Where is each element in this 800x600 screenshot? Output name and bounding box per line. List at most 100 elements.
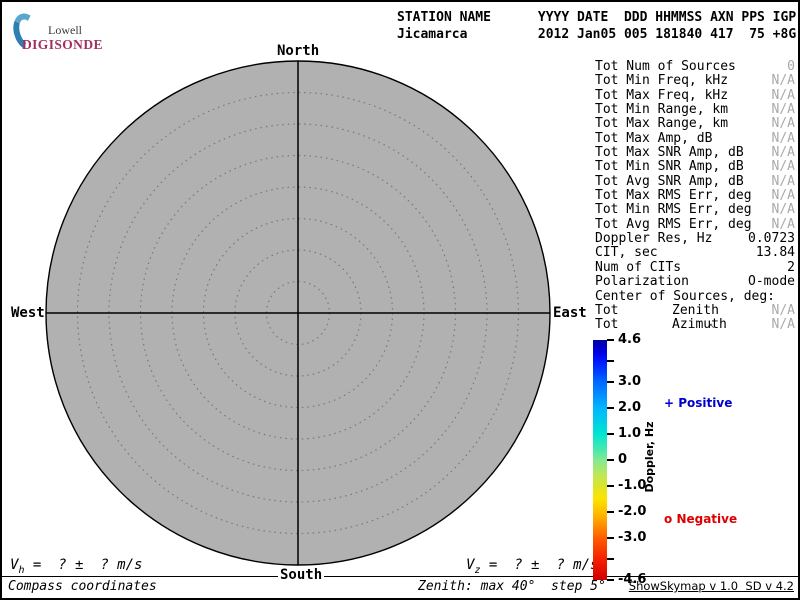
coordinate-system-label: Compass coordinates bbox=[8, 579, 157, 594]
stat-value: 2 bbox=[787, 259, 795, 275]
colorbar-tick-label: 3.0 bbox=[618, 373, 642, 389]
stat-label: Tot Max SNR Amp, dB bbox=[595, 145, 744, 161]
vh-subscript: h bbox=[18, 564, 25, 576]
stat-label: Tot Min RMS Err, deg bbox=[595, 202, 752, 218]
colorbar-tick-label: -2.0 bbox=[618, 504, 647, 520]
stats-row: Tot Max RMS Err, deg N/A bbox=[595, 188, 795, 204]
stat-label: Tot Max RMS Err, deg bbox=[595, 188, 752, 204]
colorbar-tick-label: 2.0 bbox=[618, 399, 642, 415]
stat-label: Tot bbox=[595, 302, 619, 318]
stats-row: Tot Zenith N/A bbox=[595, 302, 795, 318]
stat-value: N/A bbox=[771, 145, 795, 161]
stats-row: Tot Num of Sources 0 bbox=[595, 59, 795, 74]
stat-value: 0 bbox=[787, 59, 795, 74]
stats-row: Tot Avg RMS Err, deg N/A bbox=[595, 216, 795, 232]
mouse-cursor-icon: ↖ bbox=[709, 320, 716, 332]
colorbar-tick-label: -3.0 bbox=[618, 530, 647, 546]
vh-symbol: V bbox=[10, 557, 19, 573]
colorbar-tick bbox=[607, 579, 614, 581]
stat-value: N/A bbox=[771, 216, 795, 232]
circle-marker-icon: o bbox=[664, 512, 673, 526]
logo-lowell-text: Lowell bbox=[48, 23, 82, 37]
vz-subscript: z bbox=[474, 564, 481, 576]
stat-value: N/A bbox=[771, 87, 795, 103]
stat-value: N/A bbox=[771, 188, 795, 204]
stat-label: Tot Num of Sources bbox=[595, 59, 736, 74]
stat-mid-label: Zenith bbox=[672, 302, 719, 318]
stat-value: 0.0723 bbox=[748, 231, 795, 247]
stat-label: CIT, sec bbox=[595, 245, 658, 261]
plus-marker-icon: + bbox=[664, 396, 675, 410]
stat-label: Tot Avg SNR Amp, dB bbox=[595, 173, 744, 189]
stat-label: Tot Max Range, km bbox=[595, 116, 729, 132]
stat-label: Tot Min Range, km bbox=[595, 102, 729, 118]
stats-row: Num of CITs 2 bbox=[595, 259, 795, 275]
stat-label: Tot Min SNR Amp, dB bbox=[595, 159, 744, 175]
stats-row: Tot Max Amp, dB N/A bbox=[595, 130, 795, 146]
stats-row: Tot Max Freq, kHz N/A bbox=[595, 87, 795, 103]
legend-positive-label: Positive bbox=[678, 396, 733, 410]
colorbar-gradient bbox=[593, 340, 607, 580]
stats-row: Tot Max Range, km N/A bbox=[595, 116, 795, 132]
stats-row: Tot Max SNR Amp, dB N/A bbox=[595, 145, 795, 161]
vh-value: = ? ± ? m/s bbox=[24, 557, 143, 573]
stat-label: Tot Avg RMS Err, deg bbox=[595, 216, 752, 232]
colorbar-tick bbox=[607, 558, 614, 561]
station-header-columns: STATION NAME YYYY DATE DDD HHMMSS AXN PP… bbox=[397, 10, 797, 25]
stats-row: Tot Avg SNR Amp, dB N/A bbox=[595, 173, 795, 189]
vz-value: = ? ± ? m/s bbox=[480, 557, 599, 573]
station-header-values: Jicamarca 2012 Jan05 005 181840 417 75 +… bbox=[397, 27, 797, 42]
stats-row: Center of Sources, deg: bbox=[595, 288, 795, 304]
colorbar-tick bbox=[607, 406, 614, 409]
stats-row: Tot Azimuth ↖ N/A bbox=[595, 317, 795, 333]
stat-value: 13.84 bbox=[755, 245, 795, 261]
stat-value: O-mode bbox=[748, 274, 795, 290]
colorbar-tick-label: -1.0 bbox=[618, 478, 647, 494]
colorbar-tick bbox=[607, 359, 614, 362]
stat-value: N/A bbox=[771, 173, 795, 189]
stats-row: Tot Min Freq, kHz N/A bbox=[595, 73, 795, 89]
stat-value: N/A bbox=[771, 159, 795, 175]
stat-label: Tot Min Freq, kHz bbox=[595, 73, 729, 89]
stat-label: Tot bbox=[595, 317, 619, 333]
stat-value: N/A bbox=[771, 102, 795, 118]
stat-label: Tot Max Amp, dB bbox=[595, 130, 713, 146]
statistics-panel: Tot Num of Sources 0 Tot Min Freq, kHz N/A T… bbox=[595, 59, 795, 333]
stats-row: CIT, sec 13.84 bbox=[595, 245, 795, 261]
stats-row: Tot Min Range, km N/A bbox=[595, 102, 795, 118]
stat-label: Polarization bbox=[595, 274, 689, 290]
compass-label-north: North bbox=[277, 43, 320, 59]
stat-label: Num of CITs bbox=[595, 259, 682, 275]
compass-label-east: East bbox=[553, 305, 587, 321]
stats-row: Polarization O-mode bbox=[595, 274, 795, 290]
logo-digisonde-text: DIGISONDE bbox=[22, 37, 103, 52]
stat-label: Doppler Res, Hz bbox=[595, 231, 713, 247]
stats-row: Tot Min SNR Amp, dB N/A bbox=[595, 159, 795, 175]
colorbar-tick bbox=[607, 511, 614, 514]
zenith-range-label: Zenith: max 40° step 5° bbox=[418, 579, 606, 594]
colorbar-tick-label: 0 bbox=[618, 452, 628, 467]
stat-value: N/A bbox=[771, 73, 795, 89]
stat-label: Tot Max Freq, kHz bbox=[595, 87, 729, 103]
stat-value: N/A bbox=[771, 130, 795, 146]
compass-label-west: West bbox=[11, 305, 45, 321]
stat-value: N/A bbox=[771, 116, 795, 132]
compass-label-south: South bbox=[278, 567, 325, 583]
vertical-velocity-readout: Vz = ? ± ? m/s bbox=[466, 557, 598, 576]
stat-label: Center of Sources, deg: bbox=[595, 288, 776, 304]
stat-value: N/A bbox=[771, 202, 795, 218]
doppler-colorbar: 4.6 3.0 2.0 1.0 0 -1.0 -2.0 -3.0 -4.6 bbox=[593, 332, 713, 588]
stat-value: N/A bbox=[771, 302, 795, 318]
stats-row: Doppler Res, Hz 0.0723 bbox=[595, 231, 795, 247]
colorbar-tick bbox=[607, 485, 614, 488]
colorbar-tick bbox=[607, 537, 614, 540]
colorbar-tick-label: -4.6 bbox=[618, 572, 647, 587]
lowell-digisonde-logo: Lowell DIGISONDE bbox=[8, 9, 130, 56]
legend-positive: + Positive bbox=[664, 396, 732, 410]
stats-row: Tot Min RMS Err, deg N/A bbox=[595, 202, 795, 218]
legend-negative-label: Negative bbox=[676, 512, 738, 526]
vz-symbol: V bbox=[466, 557, 475, 573]
bottom-separator-line bbox=[0, 576, 800, 577]
colorbar-tick bbox=[607, 432, 614, 435]
